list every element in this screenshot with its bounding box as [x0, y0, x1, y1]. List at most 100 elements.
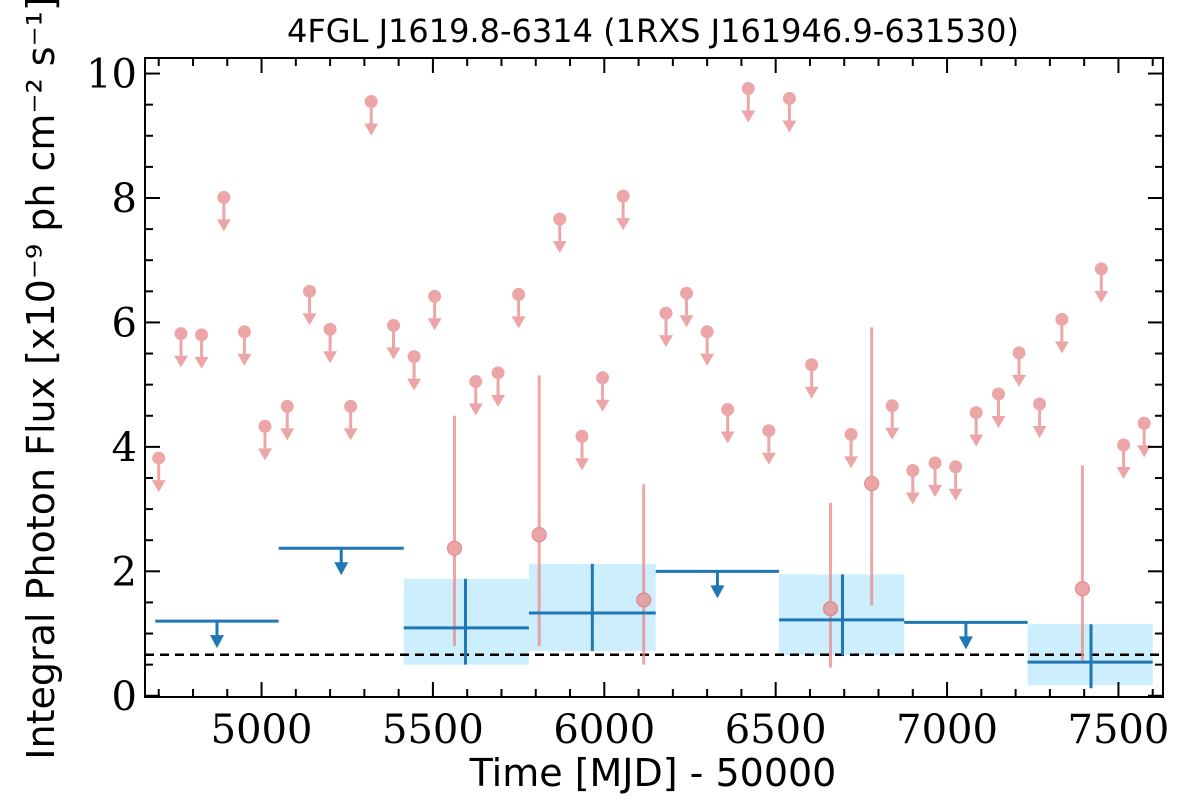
fine-ul-arrowhead — [616, 218, 631, 231]
fine-ul-arrowhead — [991, 415, 1006, 428]
fine-ul-arrowhead — [844, 456, 859, 469]
fine-upper-limit-34 — [969, 406, 984, 447]
fine-ul-arrowhead — [782, 120, 797, 133]
fine-ul-arrowhead — [194, 356, 209, 369]
fine-ul-marker — [659, 306, 673, 320]
fine-ul-arrowhead — [720, 431, 735, 444]
fine-ul-marker — [805, 358, 819, 372]
fine-ul-marker — [407, 350, 421, 364]
fine-upper-limit-40 — [1116, 438, 1131, 480]
fine-upper-limit-29 — [844, 427, 859, 469]
fine-ul-arrowhead — [679, 315, 694, 328]
fine-ul-arrowhead — [700, 353, 715, 366]
fine-upper-limit-7 — [302, 284, 317, 326]
fine-ul-marker — [1094, 262, 1108, 276]
fine-upper-limit-16 — [511, 287, 526, 329]
fine-detection-1 — [531, 375, 547, 646]
x-tick-label: 6500 — [725, 707, 827, 753]
coarse-ul-arrowhead — [710, 585, 725, 599]
fine-ul-marker — [469, 375, 483, 389]
fine-upper-limit-33 — [948, 460, 963, 501]
fine-upper-limit-3 — [216, 190, 231, 232]
fine-upper-limit-28 — [804, 358, 819, 399]
fine-ul-marker — [195, 328, 209, 342]
fine-upper-limit-31 — [905, 464, 920, 505]
fine-ul-arrowhead — [1012, 374, 1027, 387]
fine-ul-marker — [596, 371, 610, 385]
fine-ul-marker — [575, 429, 589, 443]
fine-upper-limit-32 — [928, 456, 943, 498]
fine-ul-marker — [491, 366, 505, 380]
fine-upper-limit-2 — [194, 328, 209, 369]
fine-ul-arrowhead — [804, 386, 819, 399]
fine-upper-limit-0 — [151, 451, 166, 493]
coarse-ul-arrowhead — [958, 636, 973, 650]
fine-upper-limit-23 — [700, 325, 715, 366]
fine-detection-4 — [864, 327, 880, 606]
fine-ul-marker — [174, 327, 188, 341]
y-axis-label: Integral Photon Flux [x10⁻⁹ ph cm⁻² s⁻¹] — [19, 0, 63, 760]
fine-detection-2 — [636, 484, 652, 665]
fine-upper-limit-22 — [679, 286, 694, 328]
fine-ul-arrowhead — [511, 316, 526, 329]
fine-upper-limit-15 — [491, 366, 506, 407]
plot-area — [145, 81, 1163, 689]
fine-upper-limit-24 — [720, 403, 735, 444]
fine-upper-limit-21 — [658, 306, 673, 348]
fine-ul-marker — [217, 190, 231, 204]
fine-ul-arrowhead — [427, 318, 442, 331]
coarse-ul-arrowhead — [334, 562, 349, 576]
y-tick-label: 0 — [112, 674, 137, 720]
fine-ul-arrowhead — [407, 378, 422, 391]
fine-ul-marker — [680, 286, 694, 300]
x-tick-label: 5000 — [211, 707, 313, 753]
fine-ul-arrowhead — [1137, 445, 1152, 458]
fine-ul-marker — [344, 399, 358, 413]
fine-ul-arrowhead — [575, 458, 590, 471]
fine-ul-arrowhead — [885, 427, 900, 440]
fine-ul-marker — [885, 399, 899, 413]
fine-ul-marker — [721, 403, 735, 417]
fine-ul-arrowhead — [216, 219, 231, 232]
fine-upper-limit-17 — [552, 212, 567, 254]
chart-title: 4FGL J1619.8-6314 (1RXS J161946.9-631530… — [287, 12, 1019, 50]
fine-ul-arrowhead — [364, 123, 379, 136]
fine-upper-limit-5 — [257, 419, 272, 461]
fine-ul-marker — [553, 212, 567, 226]
fine-ul-arrowhead — [928, 485, 943, 498]
coarse-upper-limit-2 — [655, 569, 780, 599]
fine-det-marker — [822, 601, 839, 617]
fine-ul-arrowhead — [237, 353, 252, 366]
coarse-upper-limit-0 — [155, 619, 279, 649]
fine-ul-marker — [387, 319, 401, 333]
fine-det-marker — [864, 475, 880, 492]
fine-ul-marker — [844, 427, 858, 441]
fine-ul-arrowhead — [491, 394, 506, 407]
fine-ul-marker — [928, 456, 942, 470]
fine-ul-marker — [616, 189, 630, 203]
fine-ul-arrowhead — [905, 492, 920, 505]
fine-upper-limit-6 — [280, 399, 295, 441]
fine-upper-limit-11 — [386, 319, 401, 360]
fine-upper-limit-8 — [323, 322, 338, 364]
fine-ul-marker — [1117, 438, 1131, 452]
coarse-upper-limit-3 — [904, 620, 1028, 650]
fine-det-marker — [1074, 581, 1091, 597]
fine-ul-marker — [1137, 416, 1151, 430]
fine-ul-arrowhead — [323, 351, 338, 364]
fine-ul-arrowhead — [151, 480, 166, 493]
fine-ul-arrowhead — [948, 488, 963, 501]
fine-ul-arrowhead — [468, 403, 483, 416]
fine-ul-marker — [782, 91, 796, 105]
fine-upper-limit-9 — [343, 399, 358, 441]
fine-upper-limit-37 — [1032, 397, 1047, 438]
y-tick-label: 8 — [112, 176, 137, 222]
fine-ul-arrowhead — [658, 335, 673, 348]
fine-ul-marker — [906, 464, 920, 478]
coarse-ul-arrowhead — [209, 635, 224, 649]
x-tick-label: 7000 — [896, 707, 998, 753]
fine-ul-marker — [700, 325, 714, 339]
fine-ul-marker — [949, 460, 963, 474]
y-tick-label: 4 — [112, 425, 137, 471]
coarse-upper-limit-1 — [278, 546, 404, 576]
